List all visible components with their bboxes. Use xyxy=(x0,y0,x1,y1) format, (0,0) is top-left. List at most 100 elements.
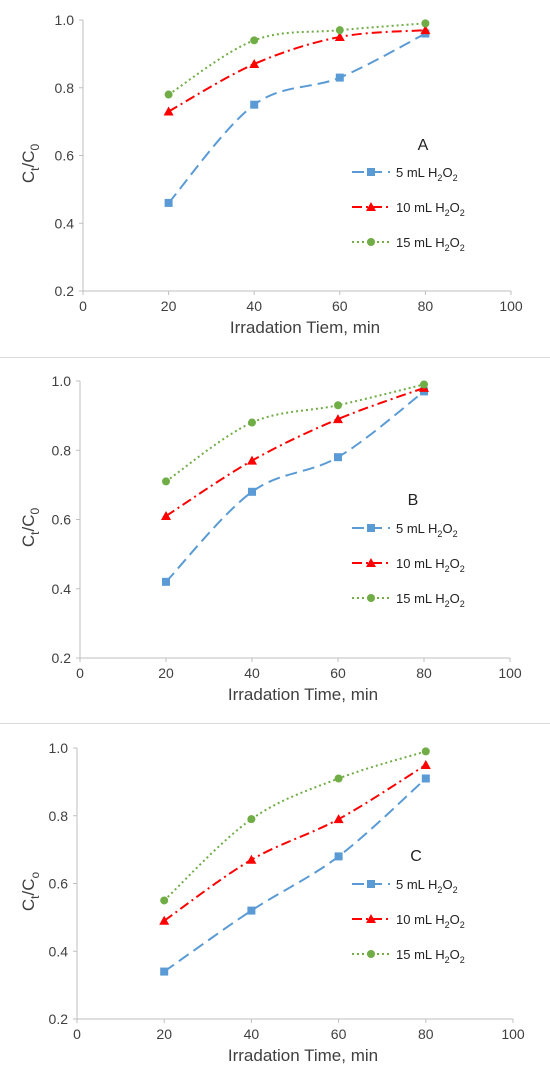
y-tick-label: 1.0 xyxy=(55,12,75,28)
x-tick-label: 80 xyxy=(418,298,434,314)
chart-panel-c: 0.2 0.4 0.6 0.8 1.0 0 20 40 60 80 100 Irradation Ti… xyxy=(0,728,550,1081)
y-tick-label: 1.0 xyxy=(49,740,69,756)
legend-item: 10 mL H2O2 xyxy=(352,556,465,574)
data-point xyxy=(335,26,344,35)
x-axis-title: Irradation Tiem, min xyxy=(230,318,380,337)
data-point xyxy=(421,747,430,756)
y-tick-label: 0.2 xyxy=(49,1011,69,1027)
legend: 5 mL H2O2 10 mL H2O2 15 mL H2O2 xyxy=(352,877,465,965)
series-line xyxy=(165,390,425,583)
data-point xyxy=(334,401,342,410)
data-point xyxy=(421,19,430,28)
x-tick-label: 60 xyxy=(330,665,346,681)
data-point xyxy=(160,896,169,905)
legend-marker xyxy=(366,914,376,923)
legend-marker xyxy=(367,950,375,958)
y-tick-label: 0.2 xyxy=(55,283,75,299)
x-tick-label: 20 xyxy=(161,298,177,314)
x-tick-label: 0 xyxy=(79,298,87,314)
series-line xyxy=(165,383,425,483)
data-point xyxy=(248,418,256,427)
y-tick-label: 0.4 xyxy=(52,581,72,597)
legend-label: 15 mL H2O2 xyxy=(396,947,465,965)
legend-marker xyxy=(367,524,375,532)
legend-label: 10 mL H2O2 xyxy=(396,912,465,930)
legend-item: 15 mL H2O2 xyxy=(352,235,465,253)
x-tick-label: 20 xyxy=(158,665,174,681)
legend-marker xyxy=(367,880,375,888)
x-tick-label: 40 xyxy=(244,665,260,681)
data-point xyxy=(334,31,345,41)
data-point xyxy=(421,774,430,783)
panel-separator xyxy=(0,357,550,358)
panel-letter: A xyxy=(418,137,429,154)
y-axis-title: Ct/C0 xyxy=(19,144,42,184)
series-line xyxy=(167,32,426,204)
panel-letter: B xyxy=(408,492,419,509)
legend-marker xyxy=(366,202,376,211)
y-tick-label: 0.8 xyxy=(55,80,75,96)
data-point xyxy=(420,759,431,769)
x-tick-label: 100 xyxy=(501,1026,525,1042)
legend-item: 5 mL H2O2 xyxy=(352,521,458,539)
series-line xyxy=(163,777,427,973)
x-axis-title: Irradation Time, min xyxy=(228,1046,378,1065)
y-tick-label: 0.6 xyxy=(52,512,72,528)
y-tick-label: 1.0 xyxy=(52,373,72,389)
legend-label: 15 mL H2O2 xyxy=(396,235,465,253)
legend-item: 15 mL H2O2 xyxy=(352,947,465,965)
data-point xyxy=(247,455,257,465)
legend-label: 5 mL H2O2 xyxy=(396,165,458,183)
x-tick-label: 60 xyxy=(332,298,348,314)
series-line xyxy=(165,386,425,517)
data-point xyxy=(333,814,344,824)
data-point xyxy=(164,198,173,207)
x-axis-title: Irradation Time, min xyxy=(228,685,378,704)
y-axis-title: Ct/C0 xyxy=(19,508,42,548)
series-2 xyxy=(161,382,429,521)
legend-label: 5 mL H2O2 xyxy=(396,877,458,895)
x-tick-label: 40 xyxy=(244,1026,260,1042)
legend-item: 10 mL H2O2 xyxy=(352,200,465,218)
legend: 5 mL H2O2 10 mL H2O2 15 mL H2O2 xyxy=(352,165,465,253)
data-point xyxy=(250,100,259,109)
x-tick-label: 40 xyxy=(246,298,262,314)
data-point xyxy=(164,90,173,99)
series-3 xyxy=(160,747,430,905)
y-tick-label: 0.6 xyxy=(55,148,75,164)
data-point xyxy=(159,915,170,925)
legend-label: 10 mL H2O2 xyxy=(396,200,465,218)
legend: 5 mL H2O2 10 mL H2O2 15 mL H2O2 xyxy=(352,521,465,609)
series-3 xyxy=(162,380,428,486)
legend-item: 5 mL H2O2 xyxy=(352,877,458,895)
chart-a-svg: 0.2 0.4 0.6 0.8 1.0 0 20 40 60 80 100 Irradation Ti… xyxy=(19,12,523,337)
x-tick-label: 80 xyxy=(418,1026,434,1042)
panel-letter: C xyxy=(410,848,422,865)
chart-c-svg: 0.2 0.4 0.6 0.8 1.0 0 20 40 60 80 100 Irradation Ti… xyxy=(19,740,525,1065)
series-line xyxy=(168,22,426,96)
series-1 xyxy=(160,774,430,976)
legend-marker xyxy=(366,558,376,567)
data-point xyxy=(247,906,256,915)
legend-item: 5 mL H2O2 xyxy=(352,165,458,183)
chart-panel-b: 0.2 0.4 0.6 0.8 1.0 0 20 40 60 80 100 Irradation Ti… xyxy=(0,362,550,717)
y-tick-label: 0.2 xyxy=(52,650,72,666)
y-tick-label: 0.8 xyxy=(52,442,72,458)
chart-b-svg: 0.2 0.4 0.6 0.8 1.0 0 20 40 60 80 100 Irradation Ti… xyxy=(19,373,522,704)
data-point xyxy=(160,967,169,976)
x-tick-label: 60 xyxy=(331,1026,347,1042)
legend-item: 10 mL H2O2 xyxy=(352,912,465,930)
legend-marker xyxy=(367,168,375,176)
series-2 xyxy=(163,25,431,116)
legend-label: 5 mL H2O2 xyxy=(396,521,458,539)
legend-item: 15 mL H2O2 xyxy=(352,591,465,609)
x-tick-label: 100 xyxy=(499,298,523,314)
y-tick-label: 0.6 xyxy=(49,876,69,892)
data-point xyxy=(162,477,170,486)
x-tick-label: 80 xyxy=(416,665,432,681)
y-tick-label: 0.4 xyxy=(55,215,75,231)
y-axis-title: Ct/Co xyxy=(19,872,42,912)
x-tick-label: 0 xyxy=(76,665,84,681)
data-point xyxy=(246,854,257,864)
legend-label: 10 mL H2O2 xyxy=(396,556,465,574)
